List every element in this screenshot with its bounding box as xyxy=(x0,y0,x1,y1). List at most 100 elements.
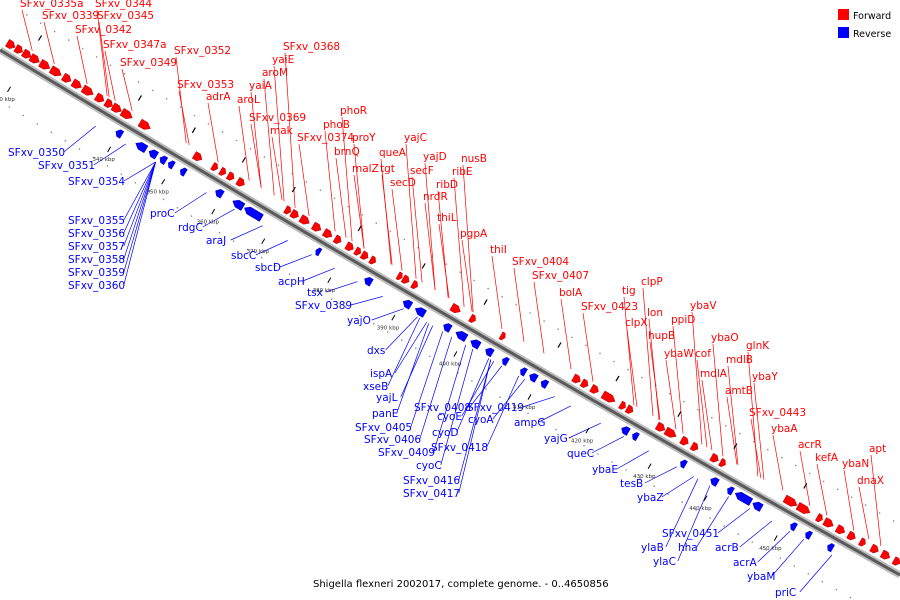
forward-gene-arrow xyxy=(846,530,856,541)
reverse-gene-arrow xyxy=(734,491,754,506)
forward-leader-line xyxy=(424,162,436,291)
reverse-leader-line xyxy=(696,496,729,548)
tick-label: 420 kbp xyxy=(571,438,594,444)
rail-inner-dot xyxy=(344,306,347,309)
reverse-gene-label: ylaB xyxy=(641,542,664,554)
tick-mark xyxy=(327,277,332,283)
rail-outer-dot xyxy=(864,504,867,506)
reverse-gene-label: cyoA xyxy=(468,414,494,426)
reverse-leader-line xyxy=(279,254,312,268)
reverse-gene-arrow xyxy=(315,247,323,257)
tick-label: 360 kbp xyxy=(197,219,220,225)
forward-gene-arrow xyxy=(38,59,51,70)
reverse-gene-arrow xyxy=(827,543,835,553)
rail-inner-dot xyxy=(22,114,25,117)
rail-outer-dot xyxy=(95,56,98,58)
rail-inner-dot xyxy=(695,509,697,511)
forward-gene-label: bolA xyxy=(559,287,583,299)
forward-gene-arrow xyxy=(321,228,333,239)
forward-gene-label: yaiE xyxy=(272,54,294,66)
forward-gene-label: yaiA xyxy=(249,80,273,92)
rail-inner-dot xyxy=(387,331,389,333)
rail-inner-dot xyxy=(429,355,431,358)
forward-leader-line xyxy=(533,281,545,354)
rail-inner-dot xyxy=(513,404,515,407)
rail-outer-dot xyxy=(613,360,615,363)
forward-gene-arrow xyxy=(298,214,310,225)
forward-gene-arrow xyxy=(20,48,32,59)
forward-gene-label: SFxv_0404 xyxy=(512,256,569,268)
rail-outer-dot xyxy=(753,440,755,443)
reverse-gene-label: proC xyxy=(150,208,175,220)
rail-outer-dot xyxy=(221,131,224,133)
reverse-gene-label: SFxv_0419 xyxy=(467,402,524,414)
rail-inner-dot xyxy=(639,477,641,479)
reverse-leader-line xyxy=(456,358,490,433)
forward-gene-arrow xyxy=(353,246,361,256)
forward-leader-line xyxy=(250,91,262,188)
rail-inner-dot xyxy=(765,549,768,551)
rail-outer-dot xyxy=(878,512,881,514)
forward-gene-label: mdlB xyxy=(726,354,753,366)
reverse-leader-line xyxy=(458,359,492,481)
forward-leader-line xyxy=(623,296,635,406)
forward-gene-label: pgpA xyxy=(460,228,488,240)
rail-inner-dot xyxy=(751,541,754,543)
forward-gene-label: nrdR xyxy=(423,191,448,203)
tick-mark-outer xyxy=(191,127,196,134)
reverse-gene-label: SFxv_0350 xyxy=(8,147,65,159)
rail-inner-dot xyxy=(120,173,123,176)
forward-gene-arrow xyxy=(498,331,506,341)
forward-leader-line xyxy=(335,157,347,238)
reverse-gene-label: hha xyxy=(678,542,698,554)
tick-mark-outer xyxy=(241,157,246,163)
reverse-gene-label: SFxv_0355 xyxy=(68,215,125,227)
reverse-gene-arrow xyxy=(680,459,688,469)
rail-inner-dot xyxy=(232,240,235,242)
forward-gene-label: SFxv_0352 xyxy=(174,45,231,57)
forward-gene-arrow xyxy=(718,458,726,468)
forward-gene-arrow xyxy=(5,39,16,49)
legend-reverse-label: Reverse xyxy=(853,29,891,40)
tick-mark-outer xyxy=(615,375,620,382)
forward-gene-label: tig xyxy=(622,285,636,297)
forward-gene-label: adrA xyxy=(206,91,231,103)
forward-leader-line xyxy=(353,174,365,249)
rail-inner-dot xyxy=(8,106,11,108)
reverse-gene-arrow xyxy=(148,149,160,160)
rail-inner-dot xyxy=(485,388,487,390)
rail-inner-dot xyxy=(246,248,249,251)
forward-gene-arrow xyxy=(410,280,418,290)
rail-inner-dot xyxy=(288,273,291,276)
forward-gene-label: aroL xyxy=(237,94,260,106)
forward-gene-label: proY xyxy=(352,132,376,144)
forward-gene-arrow xyxy=(191,151,203,162)
forward-gene-label: yajC xyxy=(404,132,427,144)
tick-mark-outer xyxy=(733,443,738,449)
reverse-gene-arrow xyxy=(455,331,469,342)
forward-gene-arrow xyxy=(709,452,719,463)
tick-mark xyxy=(391,314,396,321)
forward-gene-label: secD xyxy=(390,177,416,189)
forward-leader-line xyxy=(642,287,654,417)
forward-gene-label: kefA xyxy=(815,452,839,464)
reverse-leader-line xyxy=(174,192,207,214)
reverse-gene-label: sbcC xyxy=(231,250,256,262)
forward-gene-arrow xyxy=(782,494,798,507)
reverse-leader-line xyxy=(677,485,711,562)
rail-outer-dot xyxy=(669,392,671,395)
forward-gene-arrow xyxy=(103,98,113,108)
forward-gene-label: thiL xyxy=(437,212,457,224)
forward-leader-line xyxy=(691,311,703,445)
reverse-gene-arrow xyxy=(502,356,510,367)
rail-outer-dot xyxy=(794,464,797,467)
rail-outer-dot xyxy=(26,14,28,16)
tick-label: 340 kbp xyxy=(93,157,116,163)
forward-gene-label: ppiD xyxy=(671,314,695,326)
forward-gene-arrow xyxy=(80,84,94,96)
forward-gene-arrow xyxy=(359,250,369,260)
reverse-gene-label: SFxv_0351 xyxy=(38,160,95,172)
forward-gene-label: SFxv_0345 xyxy=(97,10,154,22)
reverse-leader-line xyxy=(396,323,430,414)
reverse-gene-arrow xyxy=(180,167,188,177)
